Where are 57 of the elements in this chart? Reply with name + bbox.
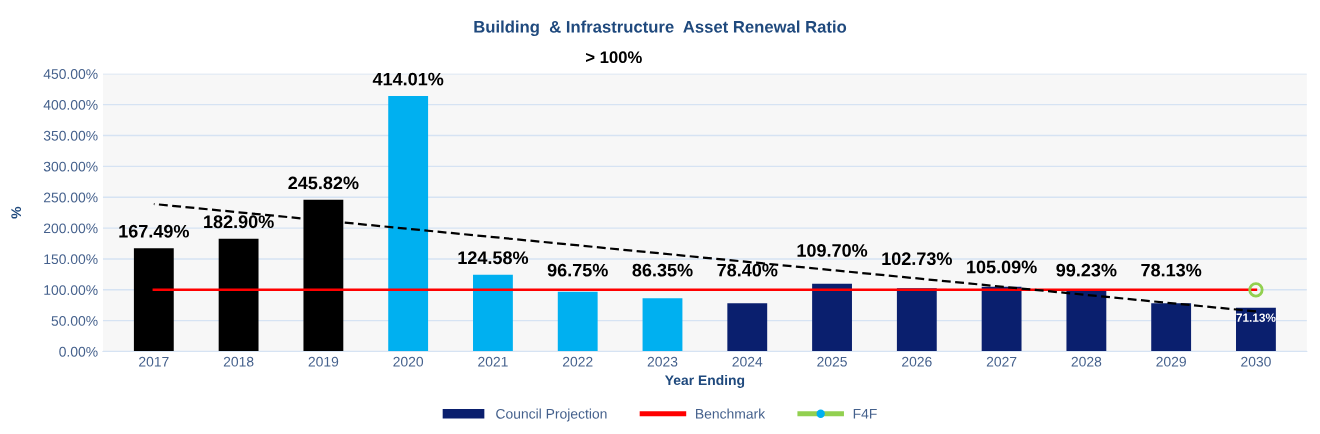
x-tick-label: 2028 <box>1071 356 1102 367</box>
bar <box>1151 303 1192 352</box>
x-tick-label: 2022 <box>562 356 593 367</box>
data-label: 167.49% <box>119 224 189 238</box>
y-tick-label: 400.00% <box>43 99 98 110</box>
data-label: 105.09% <box>967 260 1037 274</box>
bar <box>133 248 174 352</box>
y-tick-label: 0.00% <box>59 346 98 357</box>
data-label: 86.35% <box>632 263 693 277</box>
bar <box>981 286 1022 352</box>
data-label: 414.01% <box>372 72 444 86</box>
data-label: 245.82% <box>288 176 359 190</box>
x-tick-label: 2020 <box>393 356 424 367</box>
data-label: 109.70% <box>797 244 868 257</box>
x-tick-label: 2018 <box>223 356 254 367</box>
legend-label: Benchmark <box>696 408 766 419</box>
chart-title: Building & Infrastructure Asset Renewal Ratio <box>474 20 847 37</box>
y-tick-label: 100.00% <box>44 285 98 295</box>
data-label: 102.73% <box>882 252 952 266</box>
x-tick-label: 2029 <box>1156 356 1186 367</box>
data-label: 182.90% <box>204 215 274 229</box>
data-label: 71.13% <box>1236 313 1276 322</box>
data-label: 99.23% <box>1056 263 1117 277</box>
x-tick-label: 2025 <box>817 356 847 367</box>
legend-label: F4F <box>853 409 877 419</box>
data-label: 78.40% <box>717 263 778 277</box>
y-tick-label: 250.00% <box>43 192 98 203</box>
y-tick-label: 300.00% <box>43 161 98 172</box>
bar <box>388 95 429 352</box>
x-tick-label: 2019 <box>308 356 339 367</box>
bar <box>473 274 513 352</box>
y-tick-label: 450.00% <box>43 69 98 79</box>
x-tick-label: 2017 <box>139 356 169 367</box>
legend-label: Council Projection <box>496 408 607 422</box>
bar <box>896 288 937 352</box>
x-tick-label: 2021 <box>478 356 508 367</box>
x-tick-label: 2030 <box>1241 356 1271 367</box>
bar <box>1066 290 1107 352</box>
y-tick-label: 350.00% <box>43 130 98 141</box>
data-label: 124.58% <box>458 251 529 265</box>
x-tick-label: 2026 <box>902 356 932 367</box>
x-axis-title: Year Ending <box>664 374 745 388</box>
data-label: 96.75% <box>547 263 608 277</box>
bar <box>642 298 683 352</box>
y-tick-label: 200.00% <box>43 223 98 234</box>
chart-subtitle: > 100% <box>586 51 642 64</box>
y-axis-title: % <box>11 206 22 219</box>
x-tick-label: 2024 <box>732 356 763 367</box>
x-tick-label: 2027 <box>986 356 1017 367</box>
bar <box>557 291 598 352</box>
y-tick-label: 50.00% <box>51 316 98 326</box>
x-tick-label: 2023 <box>647 356 678 367</box>
bar <box>812 283 852 352</box>
data-label: 78.13% <box>1141 263 1202 277</box>
bar <box>727 303 768 352</box>
y-tick-label: 150.00% <box>44 254 98 265</box>
bar <box>218 238 259 352</box>
